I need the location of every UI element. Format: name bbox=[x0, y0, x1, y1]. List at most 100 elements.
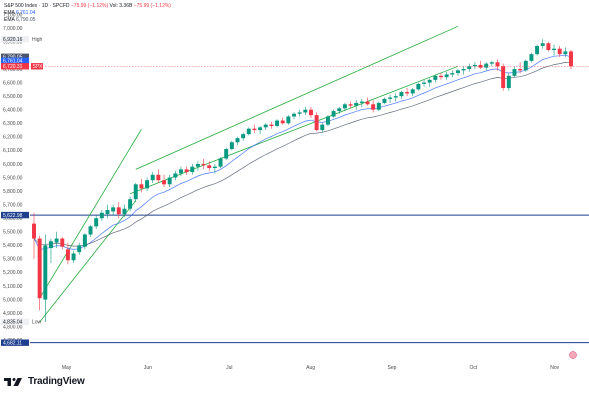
price-label-bg bbox=[1, 318, 29, 326]
y-tick-label: 6,000.00 bbox=[3, 162, 23, 168]
candle-body bbox=[99, 212, 104, 219]
candle-body bbox=[139, 184, 144, 189]
candle-body bbox=[529, 54, 534, 61]
candle-body bbox=[569, 51, 573, 67]
candle-body bbox=[269, 124, 274, 126]
candle-body bbox=[82, 234, 87, 247]
y-tick-label: 5,500.00 bbox=[3, 230, 23, 236]
candle-body bbox=[128, 199, 133, 209]
y-tick-label: 6,100.00 bbox=[3, 148, 23, 154]
candle-body bbox=[241, 134, 246, 139]
candle-body bbox=[116, 207, 121, 215]
price-change: −75.99 (−1.12%) bbox=[70, 3, 109, 9]
candle-body bbox=[371, 104, 376, 110]
y-tick-label: 6,200.00 bbox=[3, 135, 23, 141]
y-tick-label: 4,800.00 bbox=[3, 324, 23, 330]
legend-symbol-row: S&P 500 Index · 1D · SPCFD −75.99 (−1.12… bbox=[4, 3, 171, 10]
candle-body bbox=[518, 69, 523, 71]
candle-body bbox=[156, 174, 161, 181]
price-note: Low bbox=[32, 320, 42, 326]
candle-body bbox=[455, 70, 460, 74]
candle-body bbox=[195, 163, 200, 167]
candle-body bbox=[359, 101, 364, 103]
candle-body bbox=[77, 245, 82, 253]
candle-body bbox=[178, 169, 183, 174]
brand-name: TradingView bbox=[28, 376, 85, 387]
candle-body bbox=[393, 96, 398, 98]
ema-slow-line bbox=[33, 62, 572, 247]
candle-body bbox=[416, 83, 421, 90]
candle-body bbox=[410, 89, 415, 94]
y-tick-label: 6,400.00 bbox=[3, 108, 23, 114]
y-tick-label: 7,000.00 bbox=[3, 26, 23, 32]
price-note: High bbox=[32, 37, 43, 43]
candle-body bbox=[376, 102, 381, 110]
volume-change: −75.99 (−1.12%) bbox=[133, 3, 171, 9]
price-label: 4,682.11 bbox=[3, 340, 22, 346]
candle-body bbox=[280, 120, 285, 124]
candle-body bbox=[212, 166, 217, 169]
candle-body bbox=[65, 249, 70, 261]
candle-body bbox=[167, 177, 172, 185]
y-tick-label: 5,300.00 bbox=[3, 257, 23, 263]
candle-body bbox=[523, 60, 528, 71]
candle-body bbox=[501, 66, 506, 89]
y-tick-label: 6,900.00 bbox=[3, 40, 23, 46]
symbol-title: S&P 500 Index · 1D · SPCFD bbox=[4, 3, 70, 9]
trend-line bbox=[129, 65, 459, 195]
x-axis-label: Sep bbox=[388, 365, 397, 370]
candle-body bbox=[484, 63, 489, 68]
price-note: SPX bbox=[33, 64, 44, 70]
candle-body bbox=[439, 75, 443, 78]
candle-body bbox=[94, 218, 99, 227]
price-label-bg bbox=[1, 211, 29, 219]
candle-body bbox=[535, 45, 540, 55]
candle-body bbox=[461, 69, 466, 71]
candle-body bbox=[297, 112, 302, 114]
candle-body bbox=[32, 223, 36, 239]
event-icon bbox=[569, 351, 577, 359]
candle-body bbox=[184, 169, 189, 173]
candle-body bbox=[258, 127, 263, 131]
y-tick-label: 5,400.00 bbox=[3, 243, 23, 249]
y-tick-label: 4,900.00 bbox=[3, 311, 23, 317]
candle-body bbox=[48, 241, 53, 249]
x-axis-label: Oct bbox=[469, 365, 477, 370]
candle-body bbox=[54, 238, 59, 243]
candle-body bbox=[111, 207, 116, 212]
y-tick-label: 5,900.00 bbox=[3, 175, 23, 181]
candle-body bbox=[224, 149, 229, 159]
y-tick-label: 6,300.00 bbox=[3, 121, 23, 127]
x-axis-label: Nov bbox=[550, 365, 559, 370]
candle-body bbox=[122, 208, 127, 215]
legend-ema-fast-row: EMA 6,761.04 bbox=[4, 10, 171, 17]
candle-body bbox=[444, 74, 449, 78]
y-tick-label: 6,700.00 bbox=[3, 67, 23, 73]
price-chart[interactable]: 7,100.007,000.006,900.006,800.006,700.00… bbox=[0, 0, 589, 370]
y-tick-label: 6,600.00 bbox=[3, 80, 23, 86]
candle-body bbox=[218, 158, 223, 167]
price-label: 4,835.04 bbox=[3, 320, 23, 326]
candle-body bbox=[71, 253, 76, 261]
price-label-bg bbox=[1, 35, 29, 43]
y-tick-label: 5,100.00 bbox=[3, 284, 23, 290]
candle-body bbox=[388, 97, 393, 99]
candle-body bbox=[450, 73, 455, 75]
x-axis-label: Aug bbox=[306, 365, 315, 370]
candle-body bbox=[382, 98, 387, 103]
candle-body bbox=[286, 116, 291, 124]
legend-ema-slow-row: EMA 6,790.05 bbox=[4, 17, 171, 24]
tradingview-brand[interactable]: TradingView bbox=[4, 376, 85, 387]
candle-body bbox=[190, 166, 195, 173]
candle-body bbox=[246, 128, 251, 135]
y-tick-label: 7,100.00 bbox=[3, 13, 23, 19]
candle-body bbox=[512, 69, 517, 76]
chart-legend: S&P 500 Index · 1D · SPCFD −75.99 (−1.12… bbox=[4, 3, 171, 24]
y-tick-label: 5,000.00 bbox=[3, 297, 23, 303]
candle-body bbox=[472, 64, 477, 67]
x-axis-label: May bbox=[62, 365, 72, 370]
candle-body bbox=[263, 124, 268, 128]
ema-slow-label: EMA bbox=[4, 17, 15, 23]
candle-body bbox=[60, 238, 65, 247]
y-tick-label: 5,700.00 bbox=[3, 202, 23, 208]
